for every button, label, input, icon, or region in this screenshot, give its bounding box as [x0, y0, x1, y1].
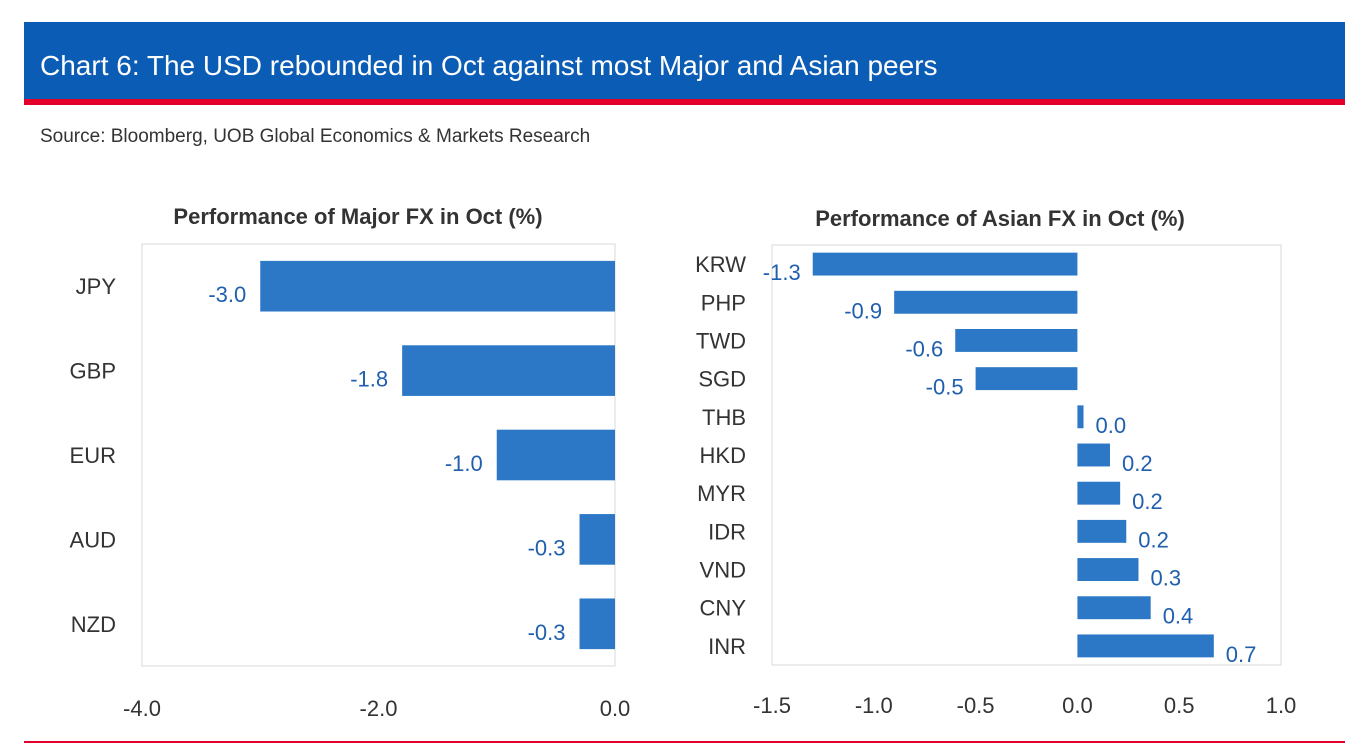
- asian-data-label-idr: 0.2: [1138, 527, 1169, 552]
- major-data-label-eur: -1.0: [445, 451, 483, 476]
- asian-bar-inr: [1077, 634, 1214, 658]
- asian-data-label-krw: -1.3: [763, 260, 801, 285]
- asian-category-label-twd: TWD: [696, 328, 746, 353]
- asian-category-label-sgd: SGD: [698, 367, 746, 392]
- asian-x-tick-label: 0.5: [1164, 693, 1195, 718]
- asian-category-label-inr: INR: [708, 634, 746, 659]
- asian-plot-frame: [771, 244, 1282, 666]
- asian-data-label-sgd: -0.5: [926, 375, 964, 400]
- source-note: Source: Bloomberg, UOB Global Economics …: [40, 126, 591, 147]
- major-category-label-eur: EUR: [70, 443, 116, 468]
- asian-data-label-php: -0.9: [844, 298, 882, 323]
- major-category-label-nzd: NZD: [71, 612, 116, 637]
- major-bar-nzd: [579, 598, 615, 650]
- asian-x-tick-label: 1.0: [1266, 693, 1297, 718]
- asian-category-label-myr: MYR: [697, 481, 746, 506]
- major-data-label-nzd: -0.3: [528, 620, 566, 645]
- chart-title: Chart 6: The USD rebounded in Oct agains…: [40, 50, 938, 81]
- asian-x-tick-label: -0.5: [957, 693, 995, 718]
- major-chart-title: Performance of Major FX in Oct (%): [173, 204, 542, 229]
- major-category-label-gbp: GBP: [70, 359, 116, 384]
- asian-bar-twd: [955, 329, 1078, 352]
- asian-category-label-hkd: HKD: [700, 443, 746, 468]
- asian-data-label-vnd: 0.3: [1150, 566, 1181, 591]
- major-x-tick-label: -4.0: [123, 696, 161, 721]
- asian-category-label-idr: IDR: [708, 519, 746, 544]
- asian-bar-vnd: [1077, 558, 1139, 581]
- asian-x-tick-label: 0.0: [1062, 693, 1093, 718]
- asian-bar-thb: [1077, 405, 1084, 429]
- asian-bar-php: [894, 290, 1078, 314]
- major-data-label-aud: -0.3: [528, 535, 566, 560]
- asian-bar-cny: [1077, 596, 1151, 620]
- major-x-tick-label: 0.0: [600, 696, 631, 721]
- major-category-label-jpy: JPY: [76, 274, 117, 299]
- major-category-label-aud: AUD: [70, 527, 116, 552]
- asian-category-label-thb: THB: [702, 405, 746, 430]
- asian-category-label-cny: CNY: [700, 596, 747, 621]
- major-x-tick-label: -2.0: [360, 696, 398, 721]
- asian-data-label-hkd: 0.2: [1122, 451, 1153, 476]
- asian-x-tick-label: -1.5: [753, 693, 791, 718]
- major-bar-jpy: [260, 260, 615, 312]
- asian-bar-myr: [1077, 481, 1121, 505]
- asian-data-label-thb: 0.0: [1096, 413, 1127, 438]
- asian-bar-idr: [1077, 519, 1127, 543]
- major-bar-gbp: [402, 345, 615, 396]
- asian-data-label-twd: -0.6: [905, 336, 943, 361]
- asian-data-label-inr: 0.7: [1226, 642, 1257, 667]
- major-bar-aud: [579, 514, 615, 565]
- major-data-label-jpy: -3.0: [208, 282, 246, 307]
- asian-bar-sgd: [975, 367, 1078, 391]
- major-data-label-gbp: -1.8: [350, 367, 388, 392]
- asian-data-label-myr: 0.2: [1132, 489, 1163, 514]
- major-bar-eur: [496, 429, 615, 481]
- asian-category-label-vnd: VND: [700, 558, 746, 583]
- asian-category-label-php: PHP: [701, 290, 746, 315]
- asian-bar-krw: [812, 252, 1078, 276]
- asian-category-label-krw: KRW: [695, 252, 746, 277]
- bottom-rule: [24, 741, 1345, 743]
- chart-header-banner: Chart 6: The USD rebounded in Oct agains…: [24, 22, 1345, 105]
- asian-data-label-cny: 0.4: [1163, 604, 1194, 629]
- asian-bar-hkd: [1077, 443, 1110, 467]
- asian-x-tick-label: -1.0: [855, 693, 893, 718]
- asian-chart-title: Performance of Asian FX in Oct (%): [815, 206, 1185, 231]
